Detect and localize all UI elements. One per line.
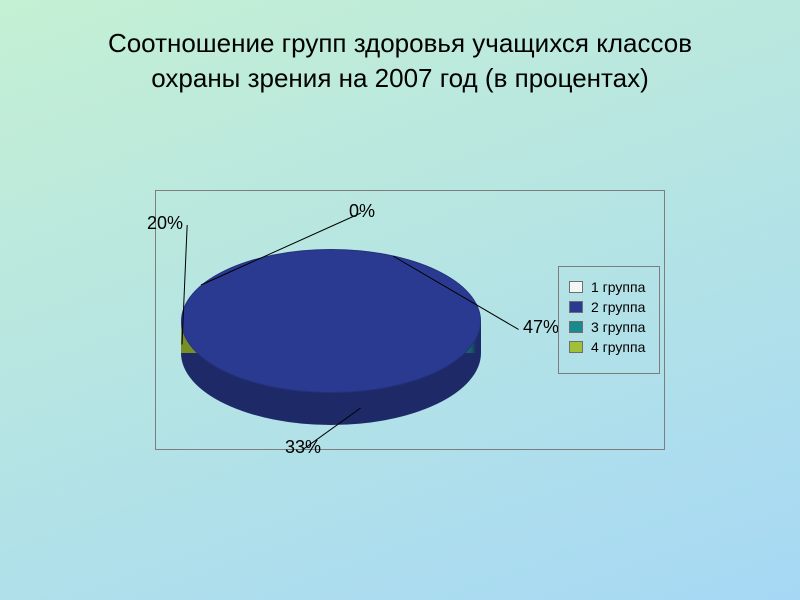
slide: Соотношение групп здоровья учащихся клас… [0,0,800,600]
legend-swatch-4 [569,341,583,353]
data-label-g1: 0% [349,201,375,222]
legend-label-3: 3 группа [591,319,645,335]
data-label-g3: 33% [285,437,321,458]
legend-label-1: 1 группа [591,279,645,295]
legend-label-2: 2 группа [591,299,645,315]
data-label-g4: 20% [147,213,183,234]
legend-item-2: 2 группа [569,299,649,315]
slide-title: Соотношение групп здоровья учащихся клас… [60,26,740,96]
legend-item-4: 4 группа [569,339,649,355]
legend-swatch-3 [569,321,583,333]
legend: 1 группа 2 группа 3 группа 4 группа [558,266,660,374]
pie-top-ellipse [181,249,481,393]
legend-item-3: 3 группа [569,319,649,335]
legend-swatch-2 [569,301,583,313]
legend-item-1: 1 группа [569,279,649,295]
legend-label-4: 4 группа [591,339,645,355]
pie-3d [181,249,481,425]
legend-swatch-1 [569,281,583,293]
data-label-g2: 47% [523,317,559,338]
